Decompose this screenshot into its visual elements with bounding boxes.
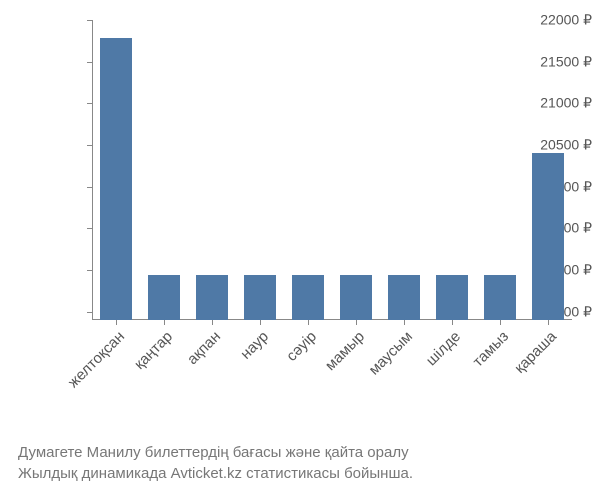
y-tick xyxy=(87,145,92,146)
y-tick-label: 22000 ₽ xyxy=(508,12,592,29)
caption-line-2: Жылдық динамикада Avticket.kz статистика… xyxy=(18,463,413,484)
caption-line-1: Думагете Манилу билеттердің бағасы және … xyxy=(18,442,409,463)
bar xyxy=(196,275,229,320)
bar xyxy=(148,275,181,320)
bar xyxy=(436,275,469,320)
x-tick xyxy=(308,320,309,325)
bar-chart: 18500 ₽19000 ₽19500 ₽20000 ₽20500 ₽21000… xyxy=(0,0,600,500)
y-tick xyxy=(87,62,92,63)
bar xyxy=(484,275,517,320)
x-tick xyxy=(404,320,405,325)
y-tick-label: 20500 ₽ xyxy=(508,137,592,154)
y-tick xyxy=(87,187,92,188)
bar xyxy=(244,275,277,320)
x-tick xyxy=(356,320,357,325)
x-tick xyxy=(212,320,213,325)
x-tick xyxy=(164,320,165,325)
x-tick xyxy=(548,320,549,325)
x-tick xyxy=(116,320,117,325)
y-tick xyxy=(87,103,92,104)
x-tick xyxy=(452,320,453,325)
bar xyxy=(100,38,133,320)
x-tick xyxy=(500,320,501,325)
x-tick xyxy=(260,320,261,325)
bar xyxy=(532,153,565,321)
y-tick-label: 21500 ₽ xyxy=(508,53,592,70)
y-tick xyxy=(87,20,92,21)
y-tick xyxy=(87,228,92,229)
y-tick xyxy=(87,312,92,313)
bar xyxy=(292,275,325,320)
y-tick-label: 21000 ₽ xyxy=(508,95,592,112)
bar xyxy=(388,275,421,320)
y-tick xyxy=(87,270,92,271)
bar xyxy=(340,275,373,320)
